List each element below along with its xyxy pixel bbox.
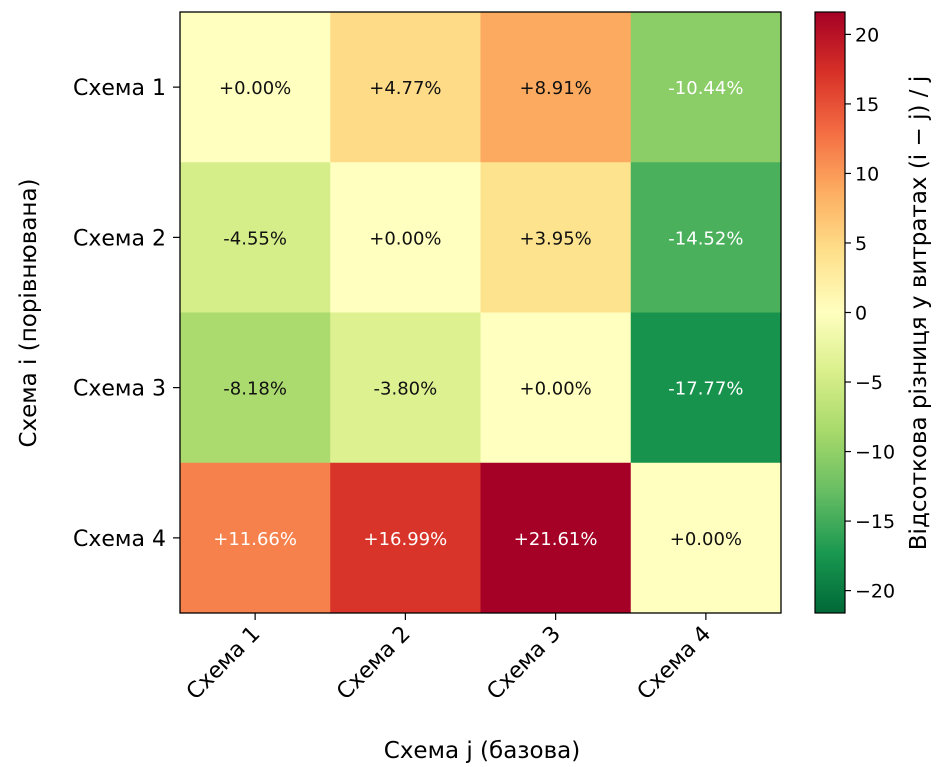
cell-value-label: -8.18% [223, 379, 287, 400]
colorbar-tick-label: −5 [855, 372, 883, 394]
cell-value-label: +11.66% [213, 529, 297, 550]
colorbar-gradient [814, 11, 846, 614]
heatmap-cell [180, 12, 331, 163]
heatmap-cell [630, 312, 782, 464]
heatmap-cell [630, 12, 782, 163]
heatmap-cell [180, 462, 331, 614]
x-tick-label: Схема 2 [332, 622, 415, 705]
heatmap-cell [480, 162, 632, 313]
plot-frame [179, 11, 782, 614]
cell-value-label: -3.80% [374, 379, 438, 400]
x-tick-label: Схема 4 [633, 622, 716, 705]
heatmap-cell [480, 312, 632, 464]
colorbar-tick-label: −15 [855, 511, 895, 533]
heatmap-cell [330, 12, 481, 163]
cell-value-label: +4.77% [369, 78, 441, 99]
y-axis-title: Схема i (порівнювана) [16, 178, 42, 447]
heatmap-cell [330, 462, 481, 614]
colorbar-tick-label: 10 [855, 163, 879, 185]
plot-border [179, 11, 782, 614]
cell-value-label: +0.00% [219, 78, 291, 99]
y-axis: Схема 1 Схема 2 Схема 3 Схема 4 [73, 76, 180, 552]
y-tick-label: Схема 2 [73, 226, 166, 251]
colorbar-tick-label: 15 [855, 94, 879, 116]
cell-value-label: +21.61% [514, 529, 598, 550]
y-tick-label: Схема 3 [73, 377, 166, 402]
heatmap-cell [330, 162, 481, 313]
heatmap-cell [630, 162, 782, 313]
y-tick-label: Схема 4 [73, 527, 166, 552]
heatmap-cell [630, 462, 782, 614]
cell-value-label: +0.00% [369, 228, 441, 249]
colorbar-title: Відсоткова різниця у витратах (i − j) / … [906, 76, 932, 550]
x-axis: Схема 1 Схема 2 Схема 3 Схема 4 [182, 613, 716, 705]
heatmap-cell [480, 462, 632, 614]
cell-value-label: +0.00% [519, 379, 591, 400]
heatmap-cell [480, 12, 632, 163]
x-axis-title: Схема j (базова) [384, 738, 580, 764]
colorbar-tick-label: 5 [855, 233, 867, 255]
cell-value-label: -14.52% [668, 228, 743, 249]
colorbar-tick-label: 0 [855, 303, 867, 325]
heatmap-cells: +0.00% +4.77% +8.91% -10.44% -4.55% +0.00% +3.… [180, 12, 782, 614]
cell-value-label: +8.91% [519, 78, 591, 99]
cell-value-label: -17.77% [668, 379, 743, 400]
cell-value-label: -4.55% [223, 228, 287, 249]
cell-value-label: -10.44% [668, 78, 743, 99]
colorbar-tick-label: 20 [855, 24, 879, 46]
heatmap-cell [180, 162, 331, 313]
x-tick-label: Схема 3 [482, 622, 565, 705]
y-tick-label: Схема 1 [73, 76, 166, 101]
cell-value-label: +16.99% [364, 529, 448, 550]
colorbar-tick-label: −10 [855, 442, 895, 464]
colorbar-tick-label: −20 [855, 581, 895, 603]
cell-value-label: +3.95% [519, 228, 591, 249]
cell-value-label: +0.00% [670, 529, 742, 550]
x-tick-label: Схема 1 [182, 622, 265, 705]
heatmap-cell [180, 312, 331, 464]
colorbar: 20 15 10 5 0 −5 −10 −15 −20 [814, 11, 895, 614]
heatmap-cell [330, 312, 481, 464]
